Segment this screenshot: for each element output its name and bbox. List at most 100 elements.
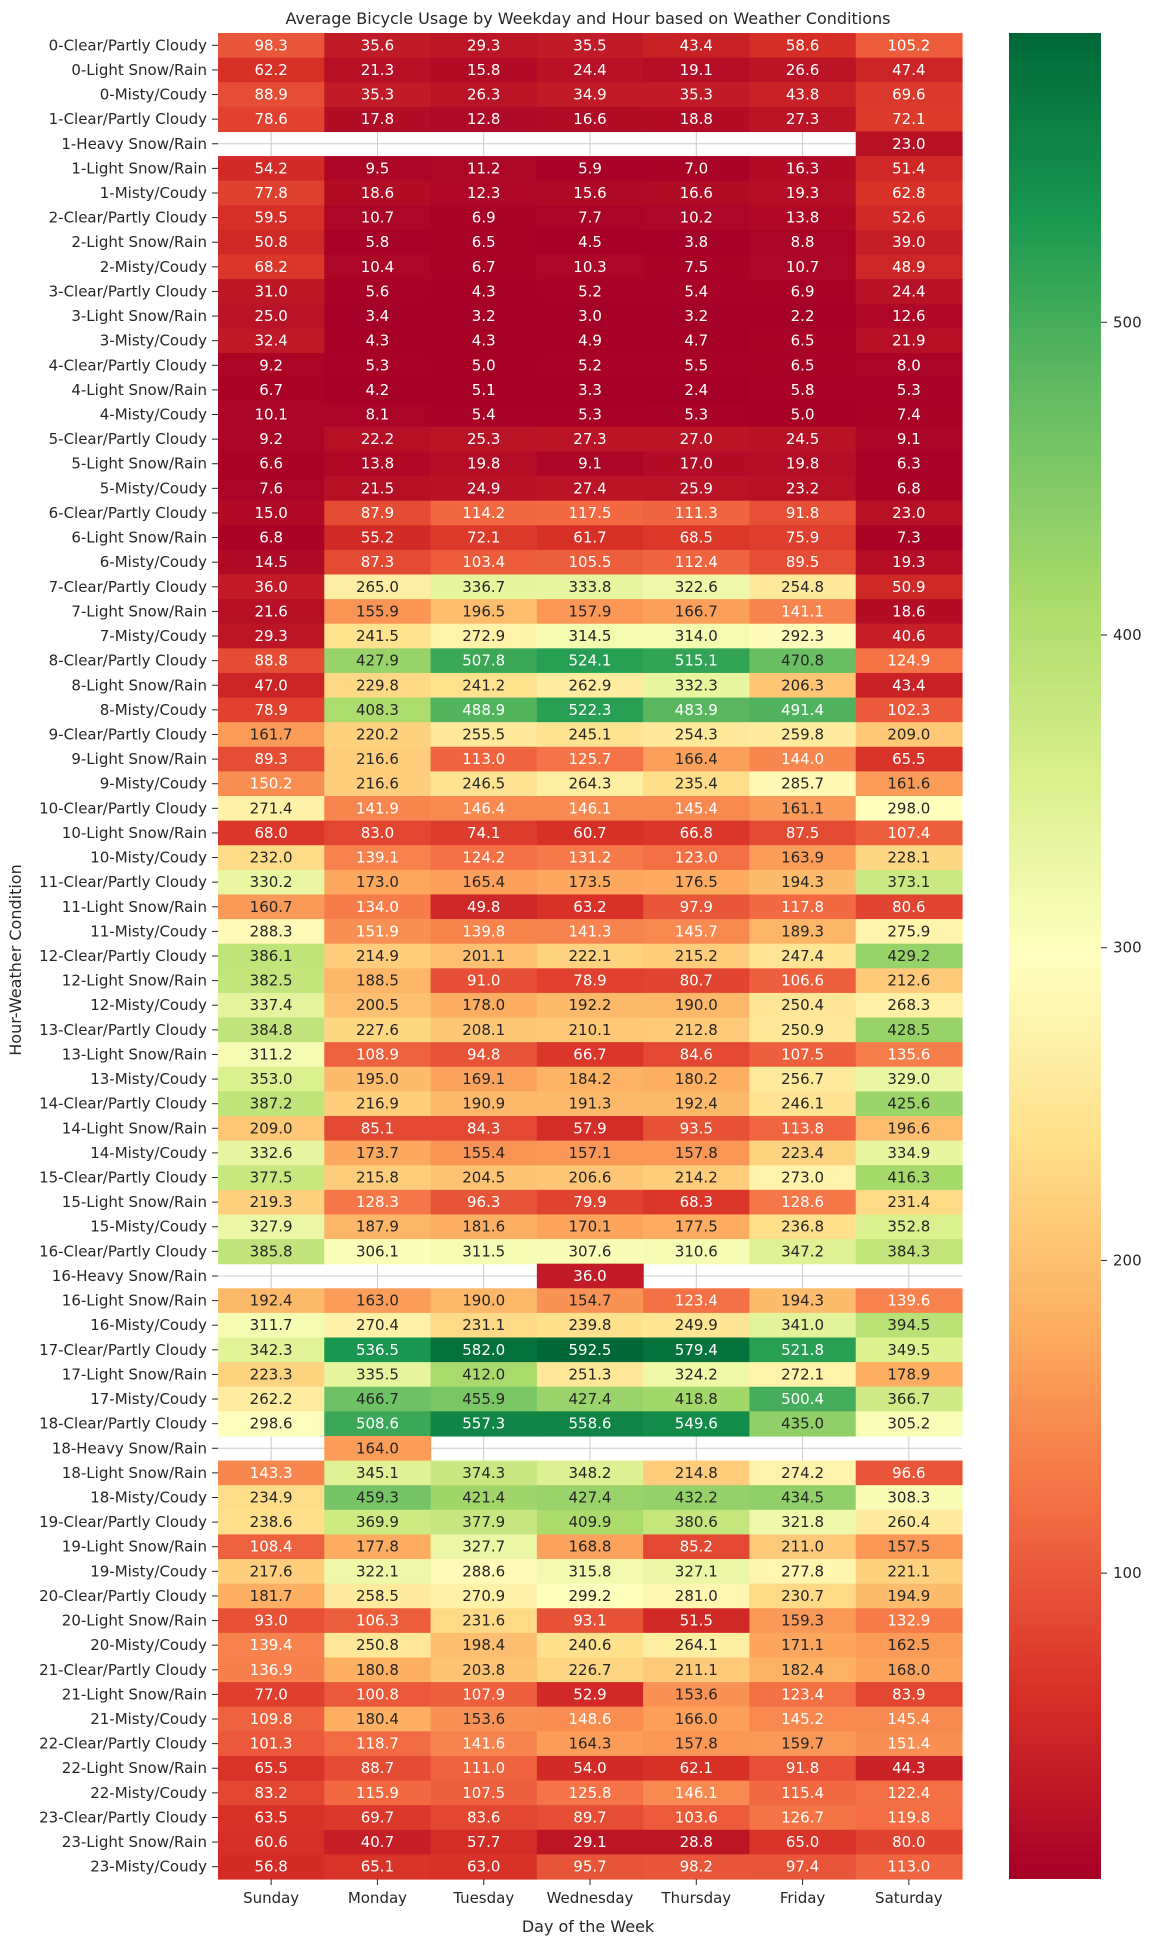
heatmap-cell xyxy=(643,82,751,108)
heatmap-cell xyxy=(536,303,644,329)
cell-value-label: 146.1 xyxy=(675,1784,718,1802)
cell-value-label: 232.0 xyxy=(250,849,293,867)
cell-value-label: 56.8 xyxy=(254,1858,287,1876)
cell-value-label: 327.7 xyxy=(462,1538,505,1556)
heatmap-cell xyxy=(430,1239,538,1265)
cell-value-label: 63.5 xyxy=(254,1808,287,1826)
cell-value-label: 19.3 xyxy=(786,184,819,202)
cell-value-label: 166.4 xyxy=(675,750,718,768)
heatmap-cell xyxy=(855,254,963,280)
heatmap-cell xyxy=(749,1485,857,1511)
heatmap-cell xyxy=(855,1239,963,1265)
heatmap-cell xyxy=(218,1312,325,1339)
cell-value-label: 341.0 xyxy=(781,1316,824,1334)
heatmap-cell xyxy=(430,1485,538,1511)
heatmap-cell xyxy=(218,894,325,920)
cell-value-label: 74.1 xyxy=(467,824,500,842)
heatmap-cell xyxy=(749,1608,857,1634)
cell-value-label: 103.6 xyxy=(675,1808,718,1826)
heatmap-cell xyxy=(536,1509,644,1536)
cell-value-label: 43.8 xyxy=(786,86,819,104)
cell-value-label: 21.5 xyxy=(361,479,394,497)
cell-value-label: 145.7 xyxy=(675,922,718,940)
heatmap-cell xyxy=(536,1657,644,1683)
cell-value-label: 40.6 xyxy=(892,627,925,645)
cell-value-label: 23.0 xyxy=(892,504,925,522)
heatmap-cell xyxy=(324,1288,432,1314)
heatmap-cell xyxy=(855,1362,963,1388)
cell-value-label: 11.2 xyxy=(467,159,500,177)
heatmap-cell xyxy=(536,1632,644,1659)
heatmap-cell xyxy=(324,279,432,305)
cell-value-label: 5.4 xyxy=(472,406,496,424)
heatmap-cell xyxy=(430,82,538,108)
heatmap-cell xyxy=(749,205,857,231)
heatmap-cell xyxy=(324,82,432,108)
y-tick-label: 8-Clear/Partly Cloudy xyxy=(49,652,208,670)
cell-value-label: 459.3 xyxy=(356,1488,399,1506)
cell-value-label: 382.5 xyxy=(250,972,293,990)
cell-value-label: 169.1 xyxy=(462,1070,505,1088)
heatmap-cell xyxy=(324,697,432,723)
cell-value-label: 408.3 xyxy=(356,701,399,719)
heatmap-cell xyxy=(643,451,751,477)
cell-value-label: 124.9 xyxy=(887,652,930,670)
cell-value-label: 168.8 xyxy=(569,1538,612,1556)
heatmap-cell xyxy=(218,451,325,477)
heatmap-cell xyxy=(536,57,644,83)
heatmap-cell xyxy=(536,1189,644,1216)
cell-value-label: 145.4 xyxy=(887,1710,930,1728)
y-tick-label: 9-Clear/Partly Cloudy xyxy=(49,725,208,743)
y-tick-label: 9-Misty/Coudy xyxy=(100,775,207,793)
heatmap-cell xyxy=(855,500,963,526)
heatmap-cell xyxy=(536,1288,644,1314)
heatmap-cell xyxy=(749,599,857,625)
heatmap-cell xyxy=(218,1583,325,1609)
heatmap-cell xyxy=(536,229,644,256)
heatmap-cell xyxy=(430,1559,538,1585)
cell-value-label: 105.2 xyxy=(887,36,930,54)
heatmap-cell xyxy=(643,919,751,945)
cell-value-label: 23.2 xyxy=(786,479,819,497)
heatmap-cell xyxy=(324,672,432,699)
y-tick-label: 1-Clear/Partly Cloudy xyxy=(49,110,208,128)
cell-value-label: 113.0 xyxy=(887,1858,930,1876)
heatmap-cell xyxy=(218,106,325,133)
cell-value-label: 508.6 xyxy=(356,1415,399,1433)
cell-value-label: 96.3 xyxy=(467,1193,500,1211)
cell-value-label: 57.9 xyxy=(573,1119,606,1137)
y-tick-label: 1-Heavy Snow/Rain xyxy=(61,135,207,153)
cell-value-label: 3.0 xyxy=(578,307,602,325)
cell-value-label: 557.3 xyxy=(462,1415,505,1433)
y-tick-label: 4-Light Snow/Rain xyxy=(71,381,207,399)
cell-value-label: 394.5 xyxy=(887,1316,930,1334)
heatmap-cell xyxy=(536,869,644,896)
heatmap-cell xyxy=(218,1682,325,1708)
heatmap-cell xyxy=(324,1411,432,1437)
heatmap-cell xyxy=(324,1534,432,1560)
cell-value-label: 226.7 xyxy=(569,1661,612,1679)
cell-value-label: 27.0 xyxy=(680,430,713,448)
cell-value-label: 7.7 xyxy=(578,209,602,227)
cell-value-label: 429.2 xyxy=(887,947,930,965)
heatmap-cell xyxy=(643,1559,751,1585)
heatmap-cell xyxy=(430,1583,538,1609)
heatmap-cell xyxy=(855,796,963,822)
cell-value-label: 10.4 xyxy=(361,258,394,276)
cell-value-label: 369.9 xyxy=(356,1513,399,1531)
cell-value-label: 180.4 xyxy=(356,1710,399,1728)
cell-value-label: 177.5 xyxy=(675,1218,718,1236)
heatmap-cell xyxy=(430,1509,538,1536)
heatmap-cell xyxy=(749,919,857,945)
y-tick-label: 6-Misty/Coudy xyxy=(100,553,207,571)
heatmap-cell xyxy=(218,1657,325,1683)
heatmap-cell xyxy=(536,992,644,1019)
y-tick-label: 23-Light Snow/Rain xyxy=(62,1833,207,1851)
cell-value-label: 245.1 xyxy=(569,725,612,743)
cell-value-label: 66.7 xyxy=(573,1045,606,1063)
cell-value-label: 80.6 xyxy=(892,898,925,916)
cell-value-label: 241.5 xyxy=(356,627,399,645)
heatmap-cell xyxy=(430,328,538,354)
cell-value-label: 132.9 xyxy=(887,1612,930,1630)
cell-value-label: 60.7 xyxy=(573,824,606,842)
